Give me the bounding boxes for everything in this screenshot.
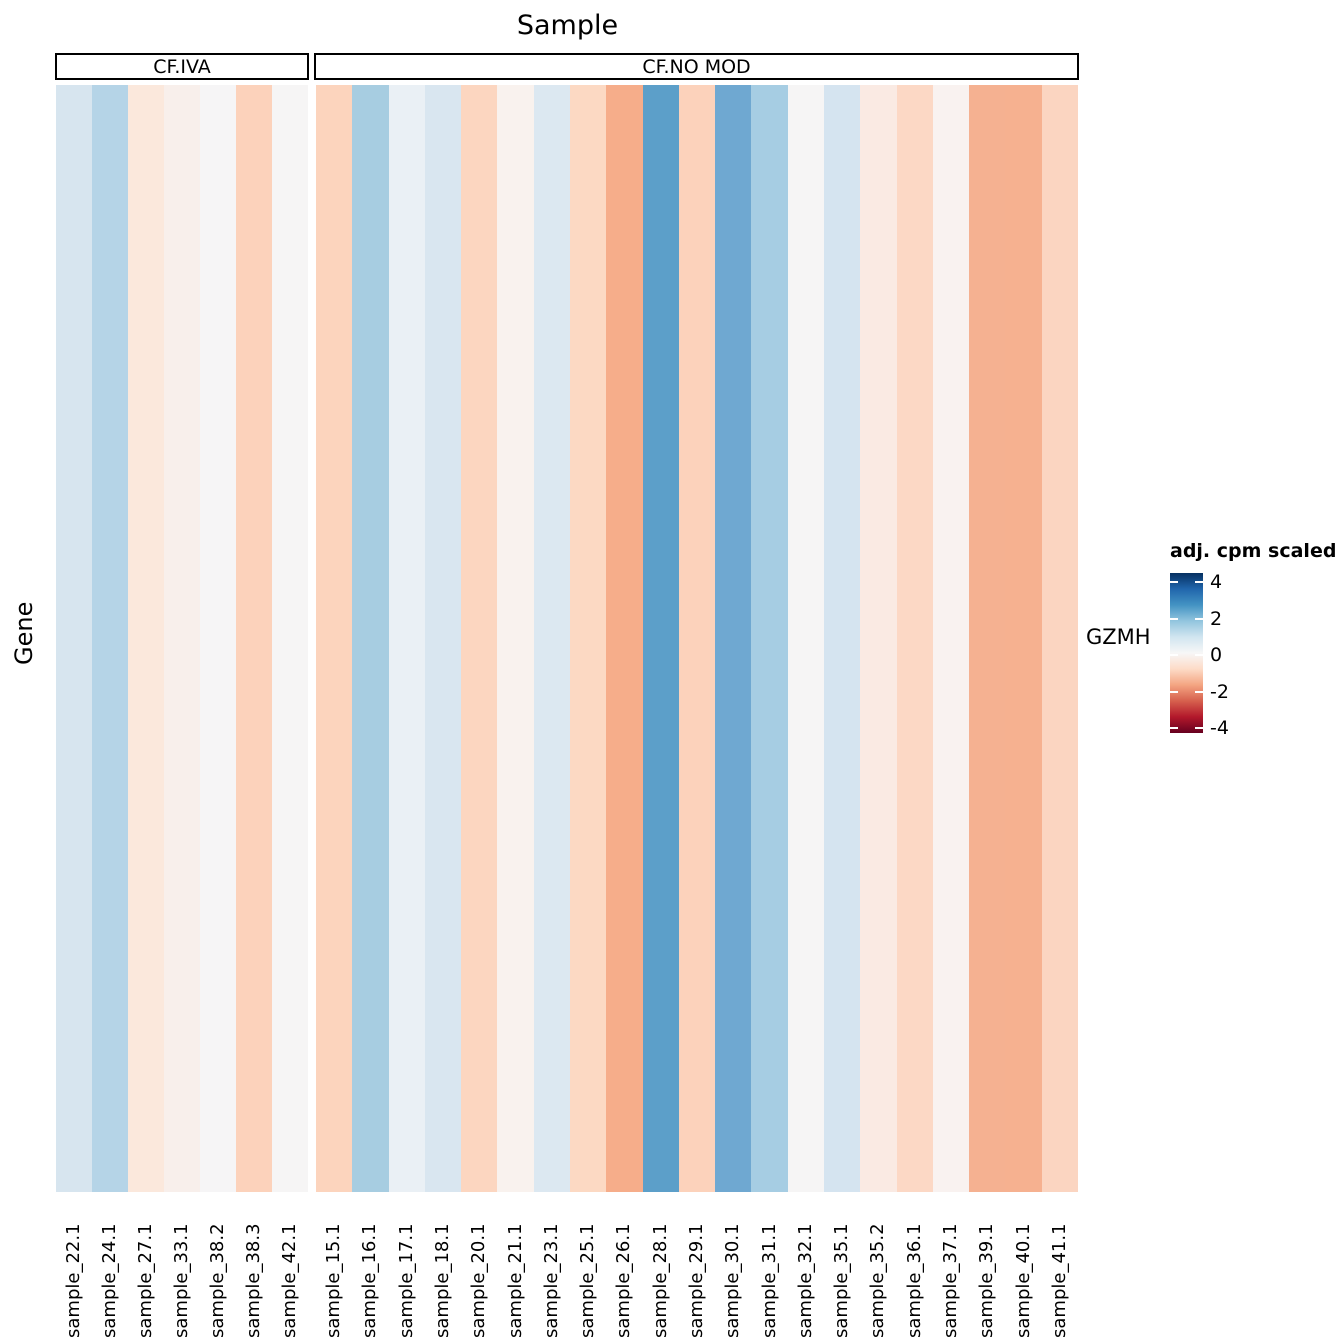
heatmap-cell (642, 85, 679, 1192)
colorbar-tick-label: -4 (1210, 717, 1229, 739)
heatmap-cell (164, 85, 200, 1192)
column-label: sample_23.1 (540, 1223, 562, 1338)
column-label: sample_40.1 (1012, 1223, 1034, 1338)
heatmap-cell (787, 85, 824, 1192)
column-label: sample_17.1 (395, 1223, 417, 1338)
y-axis-title: Gene (10, 601, 38, 665)
column-label: sample_37.1 (940, 1223, 961, 1338)
column-label: sample_24.1 (99, 1223, 120, 1338)
heatmap-cell (715, 85, 752, 1192)
column-label: sample_31.1 (758, 1223, 780, 1338)
row-label-gzmh: GZMH (1086, 625, 1151, 649)
column-label: sample_30.1 (722, 1223, 744, 1338)
column-label: sample_35.2 (867, 1223, 889, 1338)
column-label: sample_38.2 (207, 1223, 228, 1338)
heatmap-cell (200, 85, 236, 1192)
colorbar-tick-mark (1195, 618, 1203, 620)
column-label: sample_27.1 (135, 1223, 156, 1338)
colorbar-tick-label: 4 (1210, 571, 1223, 593)
heatmap-cell (128, 85, 164, 1192)
heatmap-cell (316, 85, 353, 1192)
column-label: sample_39.1 (976, 1223, 998, 1338)
colorbar-tick-mark (1195, 654, 1203, 656)
heatmap-cell (932, 85, 970, 1192)
column-label: sample_29.1 (686, 1223, 707, 1338)
heatmap-cell (497, 85, 534, 1192)
heatmap-cell (272, 85, 308, 1192)
heatmap-group-cfnomod (316, 85, 1078, 1192)
heatmap-group-cfiva (56, 85, 308, 1192)
heatmap-cell (424, 85, 462, 1192)
heatmap-cell (569, 85, 607, 1192)
colorbar-tick-mark (1195, 727, 1203, 729)
heatmap-cell (533, 85, 570, 1192)
heatmap-cell (606, 85, 643, 1192)
chart-title: Sample (516, 10, 619, 41)
heatmap-cell (969, 85, 1006, 1192)
column-label: sample_16.1 (359, 1223, 381, 1338)
colorbar-tick-mark (1170, 727, 1178, 729)
column-label: sample_28.1 (649, 1223, 671, 1338)
column-label: sample_38.3 (243, 1223, 264, 1338)
column-group-label: CF.IVA (153, 55, 211, 78)
column-label: sample_21.1 (504, 1223, 526, 1338)
heatmap-cell (388, 85, 425, 1192)
colorbar-tick-mark (1195, 581, 1203, 583)
column-label: sample_32.1 (794, 1223, 816, 1338)
colorbar-tick-mark (1195, 691, 1203, 693)
heatmap-cell (92, 85, 128, 1192)
colorbar-tick-label: -2 (1210, 681, 1229, 703)
column-group-header-cfnomod: CF.NO MOD (314, 53, 1079, 80)
heatmap-cell (896, 85, 933, 1192)
column-group-label: CF.NO MOD (642, 55, 751, 78)
heatmap-cell (751, 85, 788, 1192)
heatmap-cell (678, 85, 716, 1192)
column-label: sample_36.1 (903, 1223, 925, 1338)
colorbar-tick-mark (1170, 654, 1178, 656)
heatmap-cell (860, 85, 897, 1192)
colorbar-tick-label: 0 (1210, 644, 1223, 666)
colorbar-tick-mark (1170, 581, 1178, 583)
heatmap-cell (56, 85, 92, 1192)
colorbar-tick-label: 2 (1210, 608, 1223, 630)
heatmap-cell (461, 85, 498, 1192)
column-label: sample_22.1 (63, 1223, 84, 1338)
heatmap-cell (1005, 85, 1042, 1192)
column-label: sample_35.1 (831, 1223, 853, 1338)
heatmap-cell (352, 85, 389, 1192)
column-label: sample_15.1 (323, 1223, 345, 1338)
column-label: sample_42.1 (279, 1223, 300, 1338)
column-label: sample_18.1 (432, 1223, 453, 1338)
column-label: sample_26.1 (613, 1223, 635, 1338)
heatmap-cell (236, 85, 272, 1192)
column-label: sample_33.1 (171, 1223, 192, 1338)
column-group-header-cfiva: CF.IVA (55, 53, 309, 80)
heatmap-cell (823, 85, 861, 1192)
colorbar-tick-mark (1170, 691, 1178, 693)
heatmap-cell (1041, 85, 1078, 1192)
column-label: sample_20.1 (468, 1223, 490, 1338)
column-label: sample_25.1 (577, 1223, 599, 1338)
colorbar-tick-mark (1170, 618, 1178, 620)
legend-title: adj. cpm scaled (1170, 540, 1337, 562)
colorbar (1170, 573, 1203, 733)
column-label: sample_41.1 (1048, 1223, 1070, 1338)
